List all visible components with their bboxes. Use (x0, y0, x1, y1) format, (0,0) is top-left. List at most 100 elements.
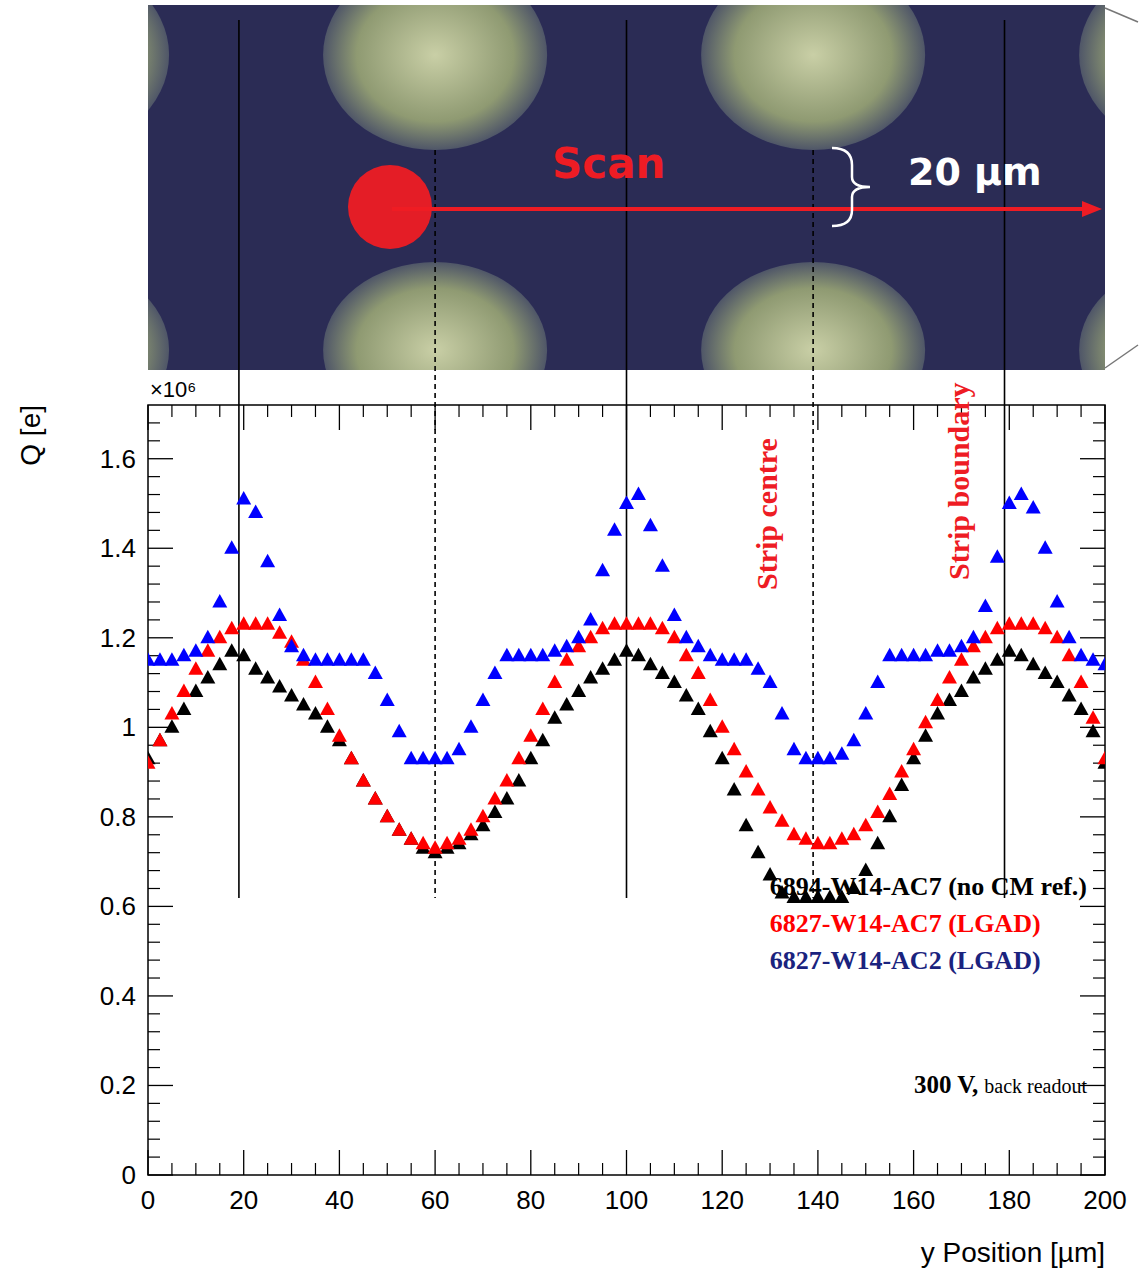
pad-bottom (148, 262, 169, 370)
y-minor-tick (1093, 583, 1105, 584)
x-tick (913, 1150, 914, 1175)
pad-top (148, 5, 169, 150)
x-minor-tick (315, 1163, 316, 1175)
x-tick-label: 80 (516, 1185, 545, 1215)
y-minor-tick (148, 780, 160, 781)
data-point (463, 822, 478, 836)
data-point (164, 652, 179, 666)
data-point (751, 845, 766, 859)
data-point (236, 616, 251, 630)
data-point (595, 621, 610, 635)
data-point (344, 751, 359, 765)
data-point (1074, 648, 1089, 662)
y-multiplier: ×10⁶ (150, 377, 196, 402)
x-tick (1104, 1150, 1105, 1175)
data-point (918, 728, 933, 742)
data-point (739, 764, 754, 778)
x-tick-label: 60 (421, 1185, 450, 1215)
data-point (858, 706, 873, 720)
run-conditions: 300 V,back readout (914, 1071, 1088, 1098)
y-minor-tick (148, 1013, 160, 1014)
data-point (631, 487, 646, 501)
y-tick-label: 0.2 (100, 1070, 136, 1100)
data-point (1062, 648, 1077, 662)
data-point (1014, 487, 1029, 501)
x-minor-tick (291, 1163, 292, 1175)
x-tick-top (434, 405, 435, 430)
data-point (822, 836, 837, 850)
data-point (428, 840, 443, 854)
x-minor-tick (674, 1163, 675, 1175)
data-point (320, 701, 335, 715)
y-minor-tick (148, 977, 160, 978)
data-point (320, 719, 335, 733)
x-minor-tick (1080, 1163, 1081, 1175)
x-minor-tick (363, 1163, 364, 1175)
data-point (164, 719, 179, 733)
data-point (260, 554, 275, 568)
y-tick (148, 995, 173, 996)
data-point (176, 701, 191, 715)
data-point (846, 827, 861, 841)
data-point (236, 648, 251, 662)
x-minor-tick (889, 405, 890, 417)
y-minor-tick (148, 512, 160, 513)
data-point (487, 666, 502, 680)
data-point (392, 724, 407, 738)
y-minor-tick (1093, 745, 1105, 746)
scan-arrowhead (1082, 201, 1102, 217)
data-point (1038, 540, 1053, 554)
y-minor-tick (1093, 780, 1105, 781)
data-point (1026, 616, 1041, 630)
data-point (942, 692, 957, 706)
x-tick-label: 180 (988, 1185, 1031, 1215)
x-minor-tick (889, 1163, 890, 1175)
y-tick-label: 1 (122, 712, 136, 742)
data-point (894, 778, 909, 792)
legend-entry: 6894-W14-AC7 (no CM ref.) (770, 872, 1087, 901)
data-point (679, 648, 694, 662)
data-point (452, 831, 467, 845)
y-tick-label: 0 (122, 1160, 136, 1190)
data-point (906, 648, 921, 662)
data-point (224, 621, 239, 635)
y-minor-tick (148, 1156, 160, 1157)
data-point (308, 675, 323, 689)
data-point (1002, 616, 1017, 630)
laser-spot (348, 165, 432, 249)
data-point (595, 661, 610, 675)
data-point (571, 630, 586, 644)
data-point (918, 648, 933, 662)
y-minor-tick (148, 566, 160, 567)
x-tick (1009, 1150, 1010, 1175)
x-tick-top (722, 405, 723, 430)
y-tick-right (1080, 548, 1105, 549)
data-point (846, 733, 861, 747)
x-minor-tick (387, 405, 388, 417)
data-point (703, 648, 718, 662)
y-tick (148, 1085, 173, 1086)
y-minor-tick (1093, 977, 1105, 978)
y-minor-tick (1093, 1103, 1105, 1104)
data-point (176, 684, 191, 698)
readout-label: back readout (984, 1075, 1087, 1097)
y-minor-tick (148, 691, 160, 692)
x-tick-top (626, 405, 627, 430)
data-point (882, 809, 897, 823)
data-point (1098, 657, 1106, 671)
x-tick-label: 100 (605, 1185, 648, 1215)
y-minor-tick (1093, 1139, 1105, 1140)
data-point (1050, 675, 1065, 689)
y-minor-tick (1093, 1031, 1105, 1032)
data-point (1086, 652, 1101, 666)
y-minor-tick (148, 960, 160, 961)
x-tick-top (530, 405, 531, 430)
y-tick-right (1080, 995, 1105, 996)
x-minor-tick (793, 405, 794, 417)
data-point (810, 836, 825, 850)
data-point (296, 697, 311, 711)
y-minor-tick (148, 798, 160, 799)
data-point (296, 648, 311, 662)
x-tick-label: 120 (701, 1185, 744, 1215)
y-minor-tick (1093, 888, 1105, 889)
